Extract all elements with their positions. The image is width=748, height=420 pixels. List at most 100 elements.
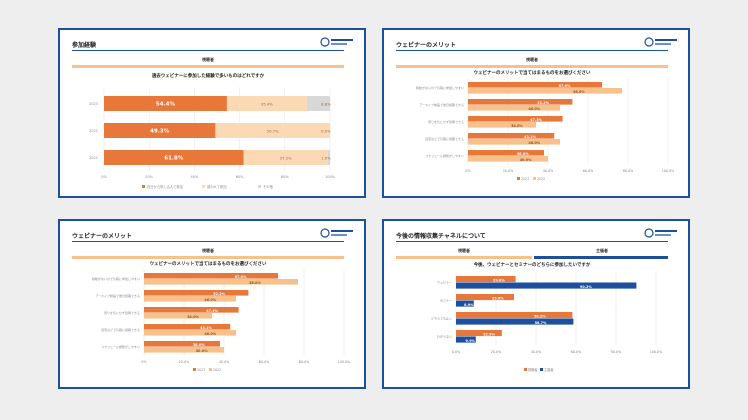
- category-label: 2022: [89, 129, 98, 133]
- company-logo: [320, 228, 353, 238]
- category-label: アーカイブ動画で後日視聴できる: [95, 293, 140, 298]
- data-label: 29.0%: [492, 296, 504, 300]
- data-label: 38.0%: [193, 343, 205, 347]
- data-label: 8.9%: [464, 303, 474, 307]
- category-label: 周りを気にせず質問できる: [428, 119, 464, 124]
- segment-bar: [396, 65, 668, 68]
- bar: [456, 300, 474, 307]
- x-tick-label: 20.0%: [503, 169, 513, 173]
- legend-swatch: [258, 185, 261, 188]
- title-rule: [72, 241, 344, 242]
- bar: [468, 150, 544, 156]
- question-text: ウェビナーのメリットで当てはまるものをお選びください: [473, 71, 591, 76]
- bar: [144, 330, 236, 336]
- segment-label: 視聴者: [202, 57, 214, 62]
- bar: [468, 156, 548, 162]
- x-tick-label: 0.0%: [452, 350, 460, 354]
- segment-bar-host: [534, 256, 668, 259]
- category-label: 2023: [89, 102, 98, 106]
- data-label: 46.0%: [528, 141, 540, 145]
- x-tick-label: 20%: [145, 175, 153, 179]
- slide-participation[interactable]: 参加経験 視聴者 過去ウェビナーに参加した経験で多いものはどれですか 0% 20%…: [58, 28, 366, 198]
- data-label: 46.0%: [204, 332, 216, 336]
- bar-segment: [226, 96, 307, 111]
- x-tick-label: 60.0%: [583, 169, 593, 173]
- category-label: スケジュール調整がしやすい: [101, 344, 140, 349]
- bar-segment: [104, 96, 227, 111]
- data-label: 40.0%: [196, 349, 208, 353]
- bar: [456, 312, 573, 319]
- legend-label: 2023: [197, 368, 205, 372]
- slide-merits-b[interactable]: ウェビナーのメリット 視聴者 ウェビナーのメリットで当てはまるものをお選びくださ…: [58, 219, 366, 389]
- data-label: 0.0%: [321, 129, 331, 134]
- legend-label: 誘われて参加: [207, 184, 227, 189]
- question-text: ウェビナーのメリットで当てはまるものをお選びください: [149, 262, 267, 267]
- data-label: 46.0%: [204, 298, 216, 302]
- bar: [456, 330, 502, 337]
- data-label: 9.9%: [466, 339, 476, 343]
- data-label: 34.0%: [511, 124, 523, 128]
- x-tick-label: 80.0%: [299, 360, 309, 364]
- data-label: 1.0%: [321, 156, 331, 161]
- chart-participation: 0% 20% 40% 60% 80% 100% 2023 54.4% 35.4% 8.6% 2022…: [89, 87, 336, 189]
- segment-label: 視聴者: [202, 248, 214, 253]
- x-tick-label: 0%: [465, 169, 470, 173]
- chart-merits-a: 0% 20.0% 40.0% 60.0% 80.0% 100.0% 移動がないので気軽に参加…: [416, 78, 674, 181]
- legend-swatch: [524, 368, 527, 371]
- x-tick-label: 0%: [141, 360, 146, 364]
- bar: [468, 133, 555, 139]
- slide-title: ウェビナーのメリット: [396, 42, 457, 49]
- slide-title: 今後の情報収集チャネルについて: [396, 233, 486, 240]
- segment-label-host: 主催者: [596, 248, 608, 253]
- slide-channels[interactable]: 今後の情報収集チャネルについて 視聴者 主催者 今後、ウェビナーとセミナーのどち…: [382, 219, 690, 389]
- data-label: 8.6%: [321, 102, 331, 107]
- segment-label-viewer: 視聴者: [458, 248, 470, 253]
- bar: [144, 273, 278, 279]
- bar: [456, 336, 476, 343]
- bar: [144, 347, 224, 353]
- company-logo: [644, 37, 677, 47]
- company-logo: [644, 228, 677, 238]
- x-tick-label: 100%: [325, 175, 336, 179]
- legend-swatch: [209, 368, 212, 371]
- bar: [468, 99, 573, 105]
- data-label: 38.0%: [573, 90, 585, 94]
- data-label: 29.8%: [493, 278, 505, 282]
- bar: [144, 307, 239, 313]
- segment-bar: [72, 65, 344, 68]
- x-tick-label: 60.0%: [259, 360, 269, 364]
- x-tick-label: 60.0%: [571, 350, 581, 354]
- chart-merits-b: 0% 20.0% 40.0% 60.0% 80.0% 100.0% 移動がないので気軽に参加…: [92, 269, 350, 372]
- x-tick-label: 80%: [281, 175, 289, 179]
- data-label: 47.3%: [206, 309, 218, 313]
- data-label: 52.2%: [213, 292, 225, 296]
- title-rule: [396, 50, 668, 51]
- legend-label: 2022: [213, 368, 221, 372]
- data-label: 40.0%: [520, 158, 532, 162]
- category-label: 自宅などで気軽に視聴できる: [101, 327, 140, 332]
- bar: [468, 88, 622, 94]
- x-tick-label: 40.0%: [531, 350, 541, 354]
- segment-bar: [72, 256, 344, 259]
- bar: [144, 290, 249, 296]
- legend-swatch: [202, 185, 205, 188]
- x-tick-label: 40.0%: [219, 360, 229, 364]
- data-label: 47.3%: [530, 118, 542, 122]
- slide-merits-a[interactable]: ウェビナーのメリット 視聴者 ウェビナーのメリットで当てはまるものをお選びくださ…: [382, 28, 690, 198]
- data-label: 43.1%: [200, 326, 212, 330]
- legend-swatch: [193, 368, 196, 371]
- data-label: 38.0%: [249, 281, 261, 285]
- data-label: 90.2%: [580, 285, 592, 289]
- data-label: 43.1%: [524, 135, 536, 139]
- company-logo: [320, 37, 353, 47]
- data-label: 52.2%: [537, 101, 549, 105]
- data-label: 58.2%: [534, 314, 546, 318]
- x-tick-label: 20.0%: [179, 360, 189, 364]
- x-tick-label: 40.0%: [543, 169, 553, 173]
- x-tick-label: 100.0%: [650, 350, 663, 354]
- bar: [144, 341, 220, 347]
- category-label: セミナー: [440, 298, 452, 303]
- legend-label: 主催者: [544, 367, 554, 372]
- bar-segment: [104, 123, 216, 138]
